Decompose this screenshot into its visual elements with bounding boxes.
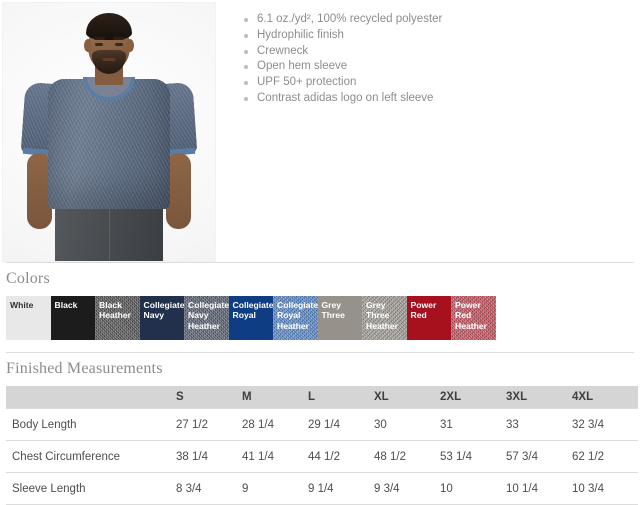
measurement-value: 62 1/2 [572, 440, 638, 473]
measurement-value: 10 3/4 [572, 472, 638, 505]
color-swatch[interactable]: Collegiate Royal [228, 296, 274, 340]
color-swatch[interactable]: Black Heather [95, 296, 140, 340]
color-swatch-label: Grey Three Heather [366, 300, 398, 331]
measurements-divider [6, 352, 634, 353]
color-swatch-label: Black [54, 300, 78, 310]
right-eye [115, 43, 123, 46]
color-swatch[interactable]: Grey Three [317, 296, 362, 340]
feature-item: 6.1 oz./yd², 100% recycled polyester [242, 12, 442, 28]
measurements-header-row: S M L XL 2XL 3XL 4XL [6, 386, 638, 409]
feature-item: Open hem sleeve [242, 59, 442, 75]
table-row: Body Length 27 1/2 28 1/4 29 1/4 30 31 33 32 3/… [6, 408, 638, 441]
feature-item: UPF 50+ protection [242, 75, 442, 91]
color-swatch-label: Collegiate Navy Heather [188, 300, 229, 331]
product-image[interactable] [2, 2, 216, 262]
table-row: Sleeve Length 8 3/4 9 9 1/4 9 3/4 10 10 1/4 10 … [6, 472, 638, 505]
measurement-value: 9 1/4 [308, 472, 374, 505]
right-ear [126, 39, 134, 52]
color-swatch[interactable]: Collegiate Navy [139, 296, 185, 340]
size-column-header: XL [374, 386, 440, 409]
measurements-table: S M L XL 2XL 3XL 4XL Body Length 27 1/2 28 1/4 29… [6, 386, 638, 505]
colors-divider [6, 262, 634, 263]
size-column-header: 4XL [572, 386, 638, 409]
color-swatch-label: Power Red Heather [455, 300, 487, 331]
measurement-value: 8 3/4 [176, 472, 242, 505]
mouth [102, 58, 116, 61]
measurements-heading: Finished Measurements [6, 360, 163, 377]
product-overview: 6.1 oz./yd², 100% recycled polyester Hydr… [2, 2, 442, 262]
color-swatch-label: Collegiate Navy [143, 300, 185, 321]
swatch-texture [451, 296, 496, 340]
size-column-header: L [308, 386, 374, 409]
pants-seam [109, 209, 110, 261]
size-column-header: M [242, 386, 308, 409]
left-arm [27, 153, 52, 229]
color-swatch[interactable]: Power Red [406, 296, 451, 340]
color-swatch-label: Collegiate Royal [232, 300, 274, 321]
color-swatch[interactable]: Collegiate Royal Heather [273, 296, 318, 340]
measurements-table-head: S M L XL 2XL 3XL 4XL [6, 386, 638, 409]
measurement-value: 10 [440, 472, 506, 505]
measurement-value: 27 1/2 [176, 408, 242, 441]
right-eyebrow [113, 37, 124, 40]
measurement-row-label: Body Length [6, 408, 176, 441]
feature-item: Hydrophilic finish [242, 28, 442, 44]
color-swatch[interactable]: Black [50, 296, 95, 340]
color-swatch-row: White Black Black Heather Collegiate Navy Co… [6, 296, 496, 340]
swatch-texture [362, 296, 407, 340]
pants [55, 203, 163, 261]
feature-list: 6.1 oz./yd², 100% recycled polyester Hydr… [242, 12, 442, 107]
measurement-value: 33 [506, 408, 572, 441]
color-swatch-label: Power Red [410, 300, 437, 321]
left-ear [84, 39, 92, 52]
color-swatch[interactable]: Collegiate Navy Heather [184, 296, 229, 340]
measurements-table-body: Body Length 27 1/2 28 1/4 29 1/4 30 31 33 32 3/… [6, 408, 638, 505]
swatch-texture [184, 296, 229, 340]
measurement-value: 9 3/4 [374, 472, 440, 505]
color-swatch-label: Black Heather [99, 300, 131, 321]
color-swatch-label: Collegiate Royal Heather [277, 300, 318, 331]
measurements-corner-header [6, 386, 176, 409]
swatch-texture [95, 296, 140, 340]
size-column-header: 3XL [506, 386, 572, 409]
size-column-header: S [176, 386, 242, 409]
feature-item: Crewneck [242, 44, 442, 60]
right-arm [166, 153, 191, 229]
measurement-value: 9 [242, 472, 308, 505]
measurement-value: 10 1/4 [506, 472, 572, 505]
measurement-value: 28 1/4 [242, 408, 308, 441]
color-swatch[interactable]: Grey Three Heather [362, 296, 407, 340]
color-swatch[interactable]: White [6, 296, 51, 340]
measurement-value: 57 3/4 [506, 440, 572, 473]
color-swatch-label: White [10, 300, 34, 310]
measurement-value: 48 1/2 [374, 440, 440, 473]
swatch-texture [273, 296, 318, 340]
measurement-row-label: Chest Circumference [6, 440, 176, 473]
left-eyebrow [94, 37, 105, 40]
size-column-header: 2XL [440, 386, 506, 409]
measurement-value: 29 1/4 [308, 408, 374, 441]
feature-item: Contrast adidas logo on left sleeve [242, 91, 442, 107]
left-eye [95, 43, 103, 46]
color-swatch-label: Grey Three [321, 300, 345, 321]
measurement-row-label: Sleeve Length [6, 472, 176, 505]
hair [86, 13, 132, 40]
measurement-value: 53 1/4 [440, 440, 506, 473]
model-figure [3, 3, 215, 261]
table-row: Chest Circumference 38 1/4 41 1/4 44 1/2 48 … [6, 440, 638, 473]
measurement-value: 44 1/2 [308, 440, 374, 473]
colors-heading: Colors [6, 270, 50, 287]
measurement-value: 41 1/4 [242, 440, 308, 473]
color-swatch[interactable]: Power Red Heather [451, 296, 496, 340]
measurement-value: 32 3/4 [572, 408, 638, 441]
measurement-value: 30 [374, 408, 440, 441]
measurement-value: 31 [440, 408, 506, 441]
measurement-value: 38 1/4 [176, 440, 242, 473]
